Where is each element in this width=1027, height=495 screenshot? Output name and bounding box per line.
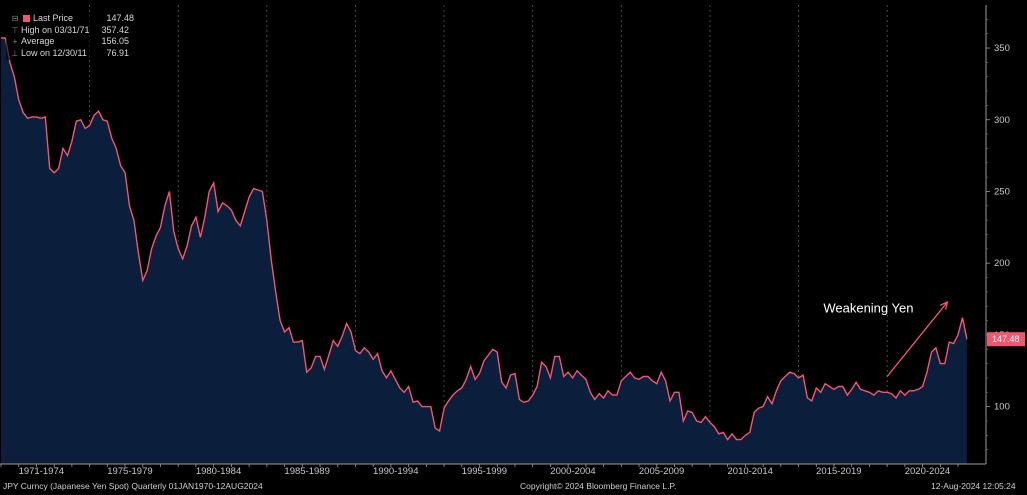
y-tick-label: 350 bbox=[994, 43, 1010, 54]
footer: JPY Curncy (Japanese Yen Spot) Quarterly… bbox=[0, 478, 1027, 495]
x-tick-label: 1990-1994 bbox=[373, 466, 418, 477]
legend-value: 156.05 bbox=[101, 36, 129, 46]
x-tick-label: 1995-1999 bbox=[462, 466, 507, 477]
legend-item-low: ⊥ Low on 12/30/11 76.91 bbox=[9, 48, 134, 60]
grid-lines bbox=[89, 5, 888, 464]
annotation-arrowhead-icon bbox=[939, 300, 949, 310]
legend-label: Low on 12/30/11 bbox=[21, 47, 87, 58]
x-tick-label: 2015-2019 bbox=[816, 466, 861, 477]
high-marker-icon: ⊤ bbox=[11, 25, 19, 35]
y-tick-label: 200 bbox=[994, 258, 1010, 269]
legend-expand-icon: ⊟ bbox=[11, 14, 19, 23]
y-tick-label: 300 bbox=[994, 115, 1010, 126]
x-tick-label: 2010-2014 bbox=[728, 466, 773, 477]
footer-timestamp: 12-Aug-2024 12:05:24 bbox=[931, 481, 1016, 491]
legend-value: 147.48 bbox=[106, 13, 134, 23]
legend-value: 357.42 bbox=[101, 24, 129, 35]
last-price-tag-text: 147.48 bbox=[992, 334, 1020, 344]
annotation-text: Weakening Yen bbox=[823, 301, 913, 316]
low-marker-icon: ⊥ bbox=[11, 48, 19, 58]
price-line bbox=[1, 37, 968, 441]
legend: ⊟ Last Price 147.48 ⊤ High on 03/31/71 3… bbox=[6, 12, 137, 60]
weakening-yen-annotation: Weakening Yen bbox=[823, 300, 949, 377]
footer-copyright: Copyright© 2024 Bloomberg Finance L.P. bbox=[520, 481, 677, 491]
x-tick-label: 1971-1974 bbox=[19, 466, 64, 477]
y-tick-label: 100 bbox=[994, 402, 1010, 413]
x-axis-ticks: 1971-1974 1975-1979 1980-1984 1985-1989 1990… bbox=[0, 464, 959, 477]
price-area-fill bbox=[1, 38, 967, 464]
average-marker-icon: + bbox=[12, 37, 18, 46]
x-tick-label: 2005-2009 bbox=[639, 466, 684, 477]
legend-value: 76.91 bbox=[106, 47, 129, 58]
annotation-arrow-line bbox=[886, 301, 948, 377]
x-tick-label: 2020-2024 bbox=[905, 466, 950, 477]
legend-label: High on 03/31/71 bbox=[21, 24, 90, 35]
legend-item-last-price: ⊟ Last Price 147.48 bbox=[9, 13, 134, 25]
x-tick-label: 1980-1984 bbox=[196, 466, 241, 477]
last-price-swatch-icon bbox=[23, 15, 30, 23]
x-tick-label: 1975-1979 bbox=[107, 466, 152, 477]
last-price-label: 147.48 bbox=[987, 332, 1025, 347]
y-tick-label: 250 bbox=[994, 186, 1010, 197]
x-tick-label: 1985-1989 bbox=[284, 466, 329, 477]
x-tick-label: 2000-2004 bbox=[550, 466, 595, 477]
last-price-tag bbox=[987, 332, 1025, 347]
footer-security-description: JPY Curncy (Japanese Yen Spot) Quarterly… bbox=[3, 481, 263, 491]
legend-label: Average bbox=[21, 36, 55, 46]
legend-item-average: + Average 156.05 bbox=[9, 36, 134, 48]
legend-label: Last Price bbox=[33, 13, 74, 23]
legend-item-high: ⊤ High on 03/31/71 357.42 bbox=[9, 25, 134, 37]
